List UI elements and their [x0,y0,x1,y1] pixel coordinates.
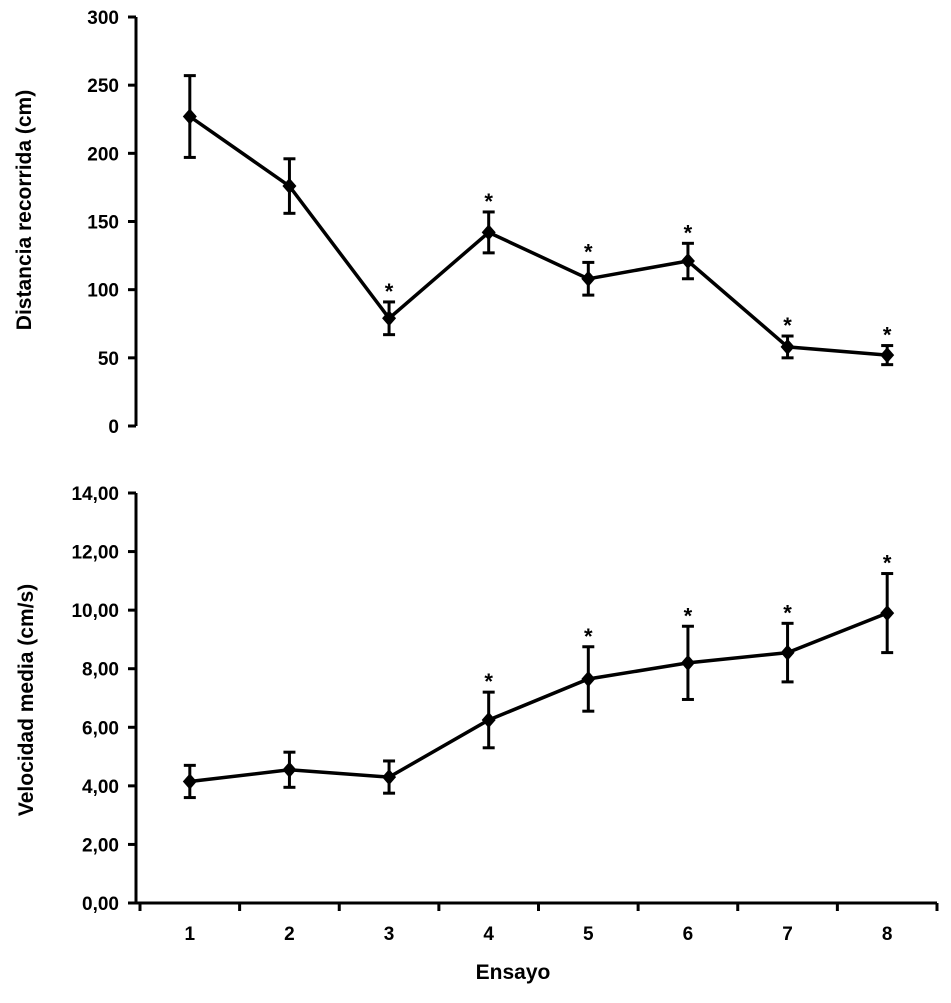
bottom-y-tick-label: 14,00 [71,484,119,505]
bottom-y-tick-label: 0,00 [82,894,119,915]
x-tick-label: 1 [185,924,196,945]
x-tick-label: 6 [683,924,694,945]
top-y-axis-title: Distancia recorrida (cm) [13,90,36,330]
bottom-data-point [581,670,596,687]
top-data-point [581,270,596,287]
top-data-point [282,178,297,195]
bottom-data-point [481,711,496,728]
bottom-data-point [182,773,197,790]
x-tick-label: 7 [782,924,793,945]
bottom-data-point [880,605,895,622]
x-tick-label: 3 [384,924,395,945]
bottom-significance-star: * [584,624,593,649]
bottom-data-point [780,644,795,661]
bottom-y-tick-label: 10,00 [71,601,119,622]
top-y-tick-label: 50 [98,349,119,370]
top-significance-star: * [783,313,792,338]
top-y-tick-label: 250 [87,76,119,97]
bottom-y-tick-label: 6,00 [82,718,119,739]
top-significance-star: * [883,323,892,348]
top-y-tick-label: 200 [87,144,119,165]
bottom-significance-star: * [783,600,792,625]
bottom-y-tick-label: 8,00 [82,660,119,681]
bottom-chart-panel: Velocidad media (cm/s) Ensayo 0,00 2,00 4,… [15,484,939,984]
top-data-point [182,108,197,125]
bottom-data-point [680,654,695,671]
top-series-line [188,115,888,357]
bottom-y-axis-title: Velocidad media (cm/s) [15,584,38,816]
x-tick-label: 8 [882,924,893,945]
top-y-tick-label: 150 [87,213,119,234]
top-chart-panel: Distancia recorrida (cm) 0 50 100 150 200 250… [13,8,895,438]
bottom-data-point [282,761,297,778]
x-tick-label: 4 [483,924,494,945]
top-data-point [481,224,496,241]
top-data-point [382,310,397,327]
x-tick-label: 2 [284,924,295,945]
x-axis-title: Ensayo [476,961,551,984]
top-data-point [880,347,895,364]
bottom-y-tick-label: 12,00 [71,543,119,564]
bottom-y-tick-label: 4,00 [82,777,119,798]
bottom-significance-star: * [883,551,892,576]
top-y-tick-label: 100 [87,281,119,302]
top-data-point [680,253,695,270]
top-significance-star: * [385,279,394,304]
top-significance-star: * [484,189,493,214]
top-significance-star: * [584,239,593,264]
top-significance-star: * [684,220,693,245]
top-data-point [780,338,795,355]
bottom-significance-star: * [484,669,493,694]
bottom-series-line [189,611,888,784]
bottom-data-point [382,769,397,786]
top-y-tick-label: 300 [87,8,119,29]
bottom-significance-star: * [684,603,693,628]
top-y-tick-label: 0 [108,417,119,438]
bottom-y-tick-label: 2,00 [82,835,119,856]
x-tick-label: 5 [583,924,594,945]
